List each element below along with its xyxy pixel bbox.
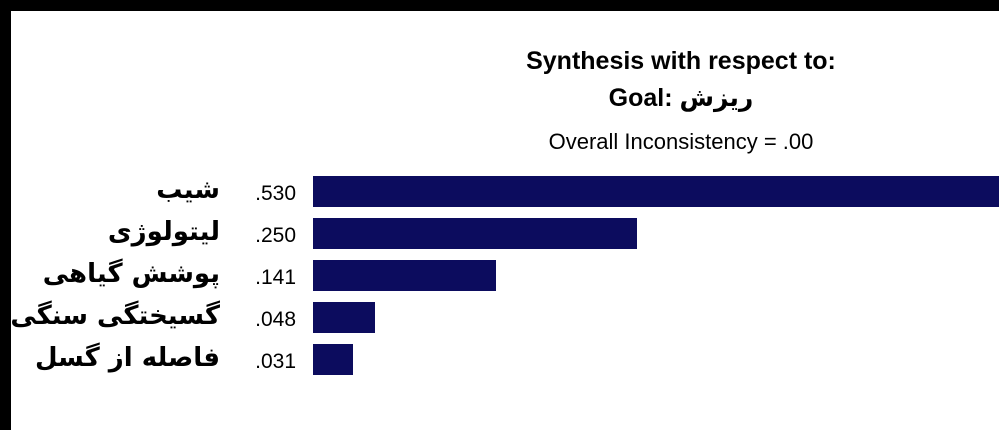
category-label-2: پوشش گیاهی — [43, 258, 220, 289]
value-label-3: .048 — [255, 308, 296, 331]
bar-3 — [313, 302, 375, 333]
category-label-1: لیتولوژی — [108, 217, 220, 247]
synthesis-title: Synthesis with respect to: — [526, 47, 836, 75]
value-label-0: .530 — [255, 182, 296, 205]
goal-name: ریزش — [679, 83, 754, 112]
value-label-2: .141 — [255, 266, 296, 289]
category-label-0: شیب — [156, 175, 220, 205]
bar-1 — [313, 218, 637, 249]
goal-title: Goal: ریزش — [451, 83, 911, 113]
bar-2 — [313, 260, 496, 291]
category-label-3: گسیختگی سنگی — [10, 300, 221, 331]
value-label-1: .250 — [255, 224, 296, 247]
bar-4 — [313, 344, 353, 375]
bar-0 — [313, 176, 999, 207]
goal-prefix: Goal: — [608, 84, 680, 112]
overall-inconsistency: Overall Inconsistency = .00 — [548, 129, 814, 154]
category-label-4: فاصله از گسل — [35, 342, 220, 373]
value-label-4: .031 — [255, 350, 296, 373]
